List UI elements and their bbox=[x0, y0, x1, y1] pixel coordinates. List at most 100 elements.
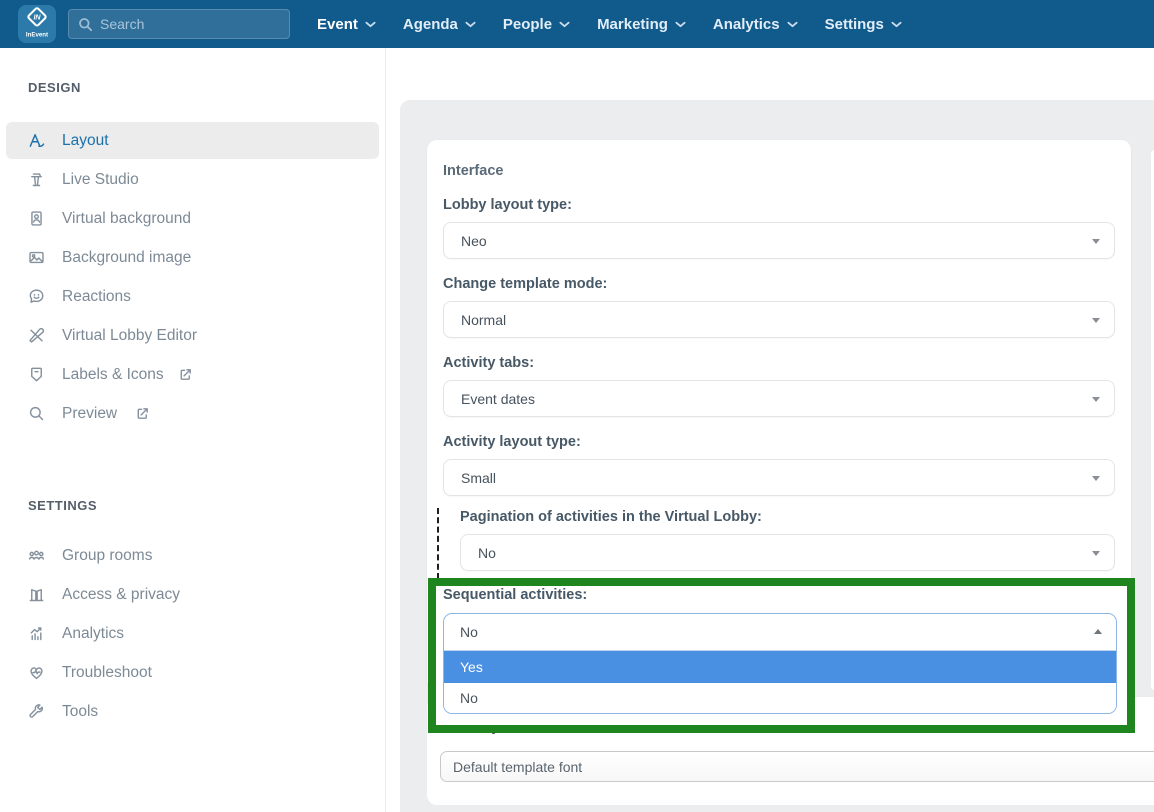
sidebar-item-label: Live Studio bbox=[62, 170, 139, 188]
settings-menu: Group rooms Access & privacy Analytics T… bbox=[0, 536, 385, 731]
external-link-icon bbox=[180, 369, 191, 380]
dropdown-option-no[interactable]: No bbox=[444, 683, 1116, 713]
sidebar-item-preview[interactable]: Preview bbox=[0, 394, 385, 433]
sidebar-item-label: Background image bbox=[62, 248, 192, 266]
sidebar-item-label: Analytics bbox=[62, 624, 125, 642]
sidebar-item-label: Virtual Lobby Editor bbox=[62, 326, 197, 344]
change-template-mode-select[interactable]: Normal bbox=[443, 301, 1115, 338]
select-value: Small bbox=[461, 469, 497, 486]
nav-item-event[interactable]: Event bbox=[317, 16, 376, 33]
option-label: No bbox=[460, 690, 478, 706]
lobby-layout-type-select[interactable]: Neo bbox=[443, 222, 1115, 259]
search-box[interactable] bbox=[68, 9, 290, 39]
field-label-lobby-layout-type: Lobby layout type: bbox=[443, 197, 572, 213]
inevent-logo[interactable]: IN InEvent bbox=[18, 5, 56, 43]
main-nav: Event Agenda People Marketing Analytics … bbox=[317, 16, 902, 33]
sidebar-section-design: DESIGN bbox=[28, 80, 81, 95]
select-value: Event dates bbox=[461, 390, 535, 407]
labels-icons-icon bbox=[31, 367, 42, 382]
background-image-icon bbox=[29, 251, 44, 264]
nav-item-label: Marketing bbox=[597, 15, 668, 33]
topbar: IN InEvent Event Agenda People Marketing… bbox=[0, 0, 1154, 48]
nav-item-label: Analytics bbox=[712, 15, 780, 33]
sidebar-item-label: Access & privacy bbox=[62, 585, 181, 603]
sidebar-item-group-rooms[interactable]: Group rooms bbox=[0, 536, 385, 575]
search-icon bbox=[79, 17, 93, 31]
pagination-subsection: Pagination of activities in the Virtual … bbox=[437, 508, 1115, 579]
activity-tabs-select[interactable]: Event dates bbox=[443, 380, 1115, 417]
sidebar-item-background-image[interactable]: Background image bbox=[0, 238, 385, 277]
chevron-down-icon bbox=[1092, 476, 1100, 481]
svg-text:IN: IN bbox=[33, 14, 41, 22]
field-label-sequential-activities: Sequential activities: bbox=[443, 587, 588, 603]
sidebar-item-analytics[interactable]: Analytics bbox=[0, 614, 385, 653]
field-label-activity-layout-type: Activity layout type: bbox=[443, 434, 581, 450]
sidebar-item-live-studio[interactable]: Live Studio bbox=[0, 160, 385, 199]
option-label: Yes bbox=[460, 659, 483, 675]
sidebar-item-label: Group rooms bbox=[62, 546, 153, 564]
activity-layout-type-select[interactable]: Small bbox=[443, 459, 1115, 496]
sidebar-item-reactions[interactable]: Reactions bbox=[0, 277, 385, 316]
nav-item-label: Settings bbox=[824, 15, 884, 33]
select-value: Default template font bbox=[453, 758, 583, 775]
sidebar-section-settings: SETTINGS bbox=[28, 498, 98, 513]
chevron-down-icon bbox=[1092, 239, 1100, 244]
nav-item-marketing[interactable]: Marketing bbox=[597, 16, 686, 33]
chevron-down-icon bbox=[1092, 551, 1100, 556]
sidebar-item-label: Reactions bbox=[62, 287, 131, 305]
reactions-icon bbox=[29, 289, 44, 303]
sequential-activities-select[interactable]: No bbox=[444, 614, 1116, 651]
nav-item-settings[interactable]: Settings bbox=[825, 16, 902, 33]
chevron-down-icon bbox=[1092, 318, 1100, 323]
group-rooms-icon bbox=[28, 550, 45, 560]
sidebar-item-labels-icons[interactable]: Labels & Icons bbox=[0, 355, 385, 394]
sidebar-item-tools[interactable]: Tools bbox=[0, 692, 385, 731]
tools-icon bbox=[29, 704, 44, 718]
chevron-down-icon bbox=[559, 21, 570, 27]
svg-text:InEvent: InEvent bbox=[26, 31, 48, 38]
sidebar-item-label: Layout bbox=[62, 131, 109, 149]
annotation-highlight-box: Sequential activities: No Yes No bbox=[428, 578, 1135, 733]
nav-item-people[interactable]: People bbox=[503, 16, 570, 33]
sequential-activities-select-open: No Yes No bbox=[443, 613, 1117, 714]
analytics-icon bbox=[30, 627, 42, 641]
select-value: No bbox=[460, 624, 478, 640]
sidebar-item-access-privacy[interactable]: Access & privacy bbox=[0, 575, 385, 614]
font-style-select[interactable]: Default template font bbox=[440, 751, 1154, 782]
layout-icon bbox=[29, 134, 45, 148]
live-studio-icon bbox=[31, 173, 42, 187]
nav-item-label: Event bbox=[317, 15, 358, 33]
chevron-down-icon bbox=[891, 21, 902, 27]
virtual-lobby-editor-icon bbox=[29, 327, 45, 343]
search-input[interactable] bbox=[100, 16, 270, 32]
preview-icon bbox=[29, 406, 44, 421]
chevron-down-icon bbox=[787, 21, 798, 27]
field-label-pagination: Pagination of activities in the Virtual … bbox=[460, 509, 762, 525]
field-label-activity-tabs: Activity tabs: bbox=[443, 355, 535, 371]
sidebar-item-virtual-background[interactable]: Virtual background bbox=[0, 199, 385, 238]
sidebar-item-label: Virtual background bbox=[62, 209, 191, 227]
troubleshoot-icon bbox=[30, 667, 43, 680]
chevron-down-icon bbox=[675, 21, 686, 27]
select-value: Neo bbox=[461, 232, 487, 249]
field-label-change-template-mode: Change template mode: bbox=[443, 276, 608, 292]
sidebar-item-label: Troubleshoot bbox=[62, 663, 152, 681]
nav-item-label: People bbox=[502, 15, 553, 33]
chevron-down-icon bbox=[365, 21, 376, 27]
dropdown-option-yes[interactable]: Yes bbox=[444, 651, 1116, 683]
section-title: Interface bbox=[443, 163, 504, 179]
sidebar-item-layout[interactable]: Layout bbox=[0, 121, 385, 160]
chevron-up-icon bbox=[1094, 629, 1102, 634]
sidebar-item-label: Labels & Icons bbox=[62, 365, 164, 383]
sidebar: DESIGN Layout Live Studio Virtual backgr… bbox=[0, 48, 386, 812]
sidebar-item-troubleshoot[interactable]: Troubleshoot bbox=[0, 653, 385, 692]
sidebar-item-virtual-lobby-editor[interactable]: Virtual Lobby Editor bbox=[0, 316, 385, 355]
nav-item-analytics[interactable]: Analytics bbox=[713, 16, 798, 33]
sidebar-item-label: Preview bbox=[62, 404, 118, 422]
sidebar-item-label: Tools bbox=[62, 702, 99, 720]
virtual-background-icon bbox=[31, 211, 42, 226]
nav-item-agenda[interactable]: Agenda bbox=[403, 16, 476, 33]
chevron-down-icon bbox=[465, 21, 476, 27]
pagination-select[interactable]: No bbox=[460, 534, 1115, 571]
external-link-icon bbox=[137, 408, 148, 419]
